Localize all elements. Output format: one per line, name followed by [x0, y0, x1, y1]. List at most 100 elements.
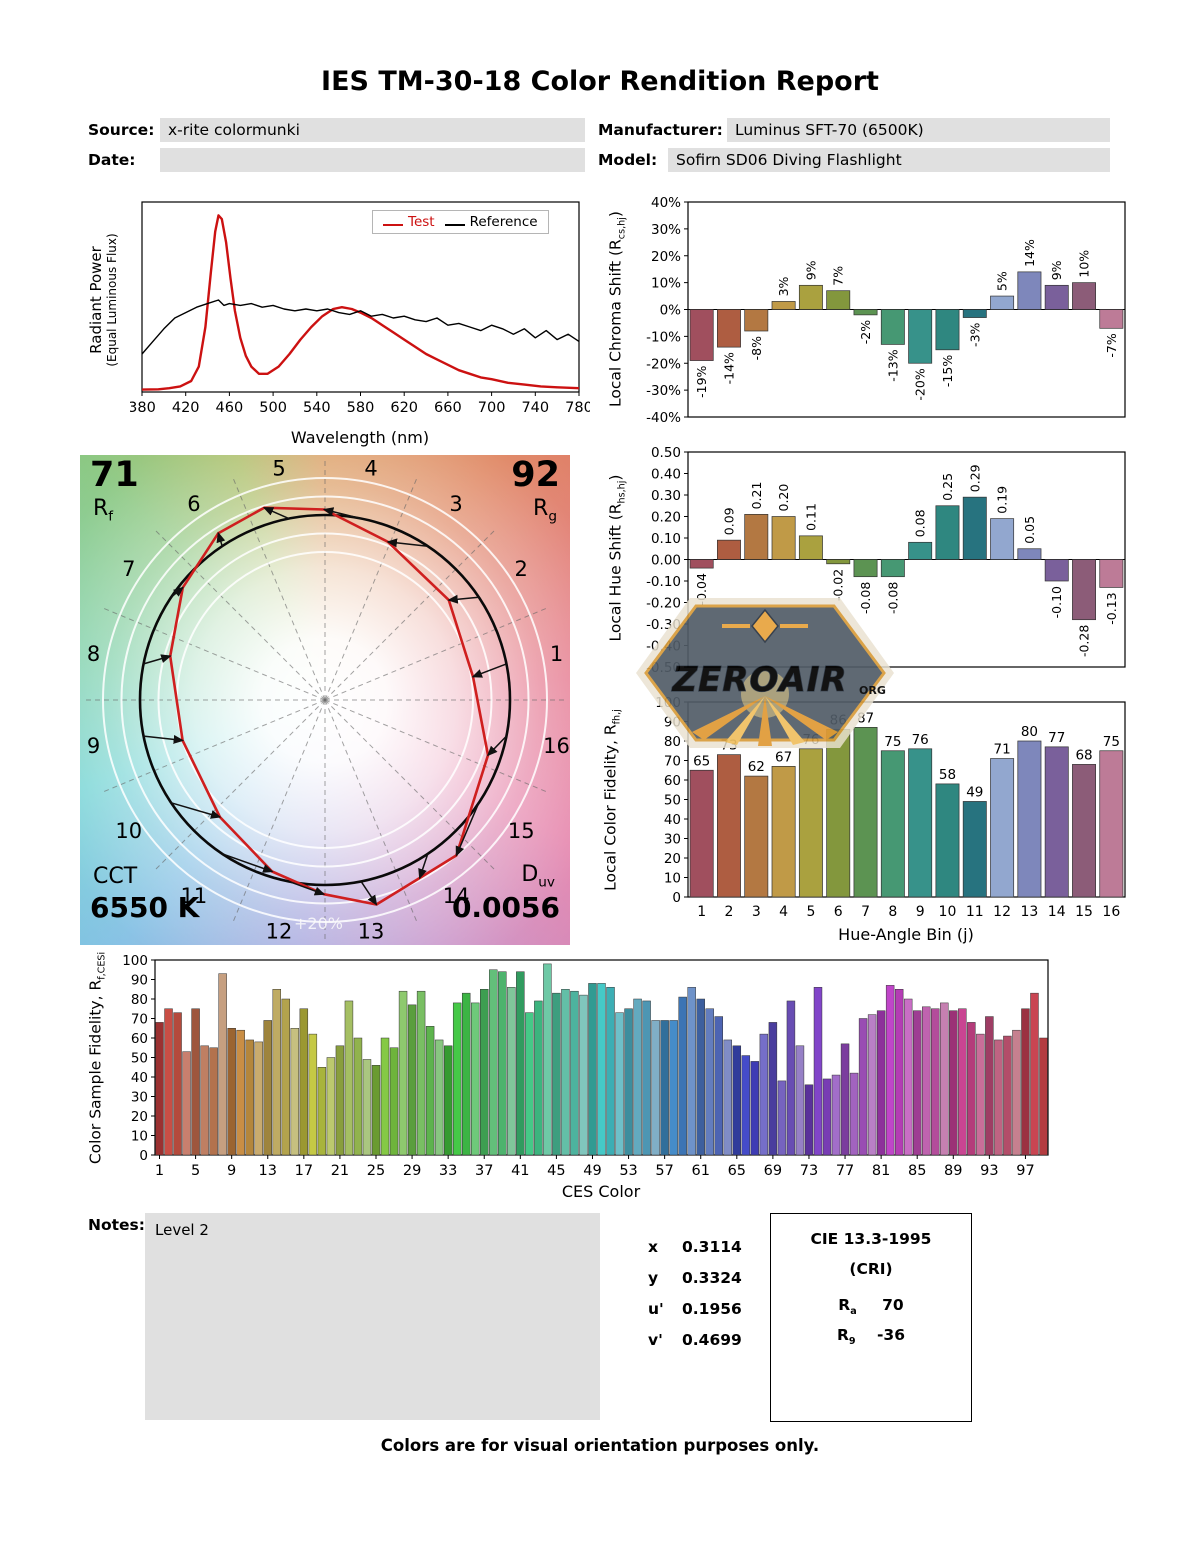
x-tick-label: 1	[697, 904, 706, 920]
bar-value-label: 9%	[803, 260, 818, 280]
rg-label: Rg	[533, 496, 557, 525]
bar	[741, 1055, 751, 1156]
cvg-shift-arrow	[455, 802, 480, 857]
bar-value-label: 62	[748, 759, 765, 775]
bar-value-label: 0.29	[967, 464, 982, 492]
bar	[786, 1000, 796, 1156]
bar	[480, 989, 489, 1156]
bar-value-label: -14%	[722, 352, 737, 384]
cvg-shift-arrow	[143, 654, 172, 665]
cct-label: CCT	[93, 864, 138, 889]
bar	[651, 1020, 660, 1156]
cvg-spoke	[231, 699, 326, 924]
manufacturer-value: Luminus SFT-70 (6500K)	[727, 118, 1110, 142]
bar-value-label: -19%	[694, 365, 709, 397]
bar	[561, 989, 570, 1156]
bar	[949, 1010, 958, 1156]
y-tick-label: 0.10	[651, 531, 681, 547]
cvg-spoke	[101, 699, 326, 794]
cvg-shift-arrow	[143, 734, 185, 744]
cri-subtitle: (CRI)	[849, 1260, 893, 1278]
bar	[804, 1084, 814, 1156]
bar	[880, 750, 905, 898]
watermark-flashlight-icon	[751, 608, 779, 644]
cvg-bin-number: 3	[449, 492, 462, 516]
bar	[958, 1008, 967, 1156]
cvg-bin-number: 10	[115, 819, 142, 843]
y-tick-label: 50	[131, 1051, 148, 1067]
bar-value-label: -2%	[858, 320, 873, 344]
bar-value-label: -7%	[1104, 333, 1119, 357]
bar	[935, 309, 960, 351]
bar	[254, 1041, 263, 1156]
bar-value-label: 49	[966, 784, 983, 800]
bar	[263, 1020, 272, 1156]
local-color-fidelity-chart: 0102030405060708090100651732623674765866…	[655, 695, 1126, 920]
bar	[858, 1018, 868, 1156]
x-tick-label: 13	[1020, 904, 1038, 920]
cvg-bin-number: 11	[181, 884, 208, 908]
bar	[1030, 992, 1039, 1156]
cvg-spoke	[153, 528, 326, 701]
bar-value-label: 5%	[995, 271, 1010, 291]
cvg-bin-number: 15	[508, 819, 535, 843]
bar	[299, 1008, 309, 1156]
rf-label: Rf	[93, 496, 114, 525]
y-tick-label: 80	[664, 734, 681, 750]
bar	[922, 1006, 931, 1156]
bar	[570, 990, 579, 1156]
y-tick-label: 10	[664, 871, 681, 887]
u-prime-label: u'	[648, 1300, 664, 1318]
x-tick-label: 15	[1075, 904, 1093, 920]
bar-value-label: 0.19	[995, 486, 1010, 514]
spd-legend: Test Reference	[372, 210, 549, 234]
y-tick-label: 30%	[651, 222, 681, 238]
reference-line-swatch	[444, 224, 465, 226]
bar	[976, 1033, 985, 1156]
spd-series-reference	[141, 299, 580, 355]
bar-value-label: -3%	[967, 322, 982, 346]
y-tick-label: 0%	[660, 303, 682, 319]
cct-value: 6550 K	[90, 891, 200, 924]
source-value: x-rite colormunki	[160, 118, 585, 142]
local-hue-shift-chart: -0.50-0.40-0.30-0.20-0.100.000.100.200.3…	[646, 445, 1126, 676]
x-tick-label: 3	[752, 904, 761, 920]
bar	[744, 513, 769, 560]
bar	[990, 758, 1015, 898]
bar	[1072, 559, 1096, 621]
x-tick-label: 10	[939, 904, 957, 920]
notes-label: Notes:	[88, 1216, 145, 1234]
bar	[245, 1039, 254, 1156]
cvg-bin-number: 5	[272, 457, 285, 481]
cvg-shift-arrow	[170, 586, 184, 598]
x-tick-label: 9	[227, 1163, 236, 1179]
bar	[498, 971, 507, 1156]
y-label: y	[648, 1269, 659, 1287]
bar-value-label: -8%	[749, 336, 764, 360]
plot-box	[687, 701, 1126, 898]
cvg-spoke	[324, 606, 549, 701]
test-line-swatch	[383, 224, 403, 226]
bar-value-label: 0.20	[776, 484, 791, 512]
bar	[552, 992, 561, 1156]
bar	[588, 983, 597, 1156]
bar	[633, 998, 642, 1156]
bar-value-label: -13%	[885, 349, 900, 381]
y-tick-label: 60	[664, 773, 681, 789]
bar-value-label: 75	[1103, 734, 1120, 750]
spd-ylabel-line2: (Equal Luminous Flux)	[105, 233, 119, 367]
x-tick-label: 7	[861, 904, 870, 920]
zeroair-watermark: ZEROAIR ORG	[636, 598, 894, 748]
bar	[826, 728, 851, 898]
cvg-bin-number: 4	[364, 457, 377, 481]
rg-value: 92	[511, 455, 560, 495]
bar	[434, 1039, 444, 1156]
y-tick-label: -10%	[646, 329, 681, 345]
y-tick-label: 0.30	[651, 488, 681, 504]
y-tick-label: 10	[131, 1129, 148, 1145]
watermark-ray	[758, 696, 772, 746]
bar	[912, 1010, 922, 1156]
footer-note: Colors are for visual orientation purpos…	[380, 1436, 820, 1455]
x-tick-label: 14	[1048, 904, 1066, 920]
